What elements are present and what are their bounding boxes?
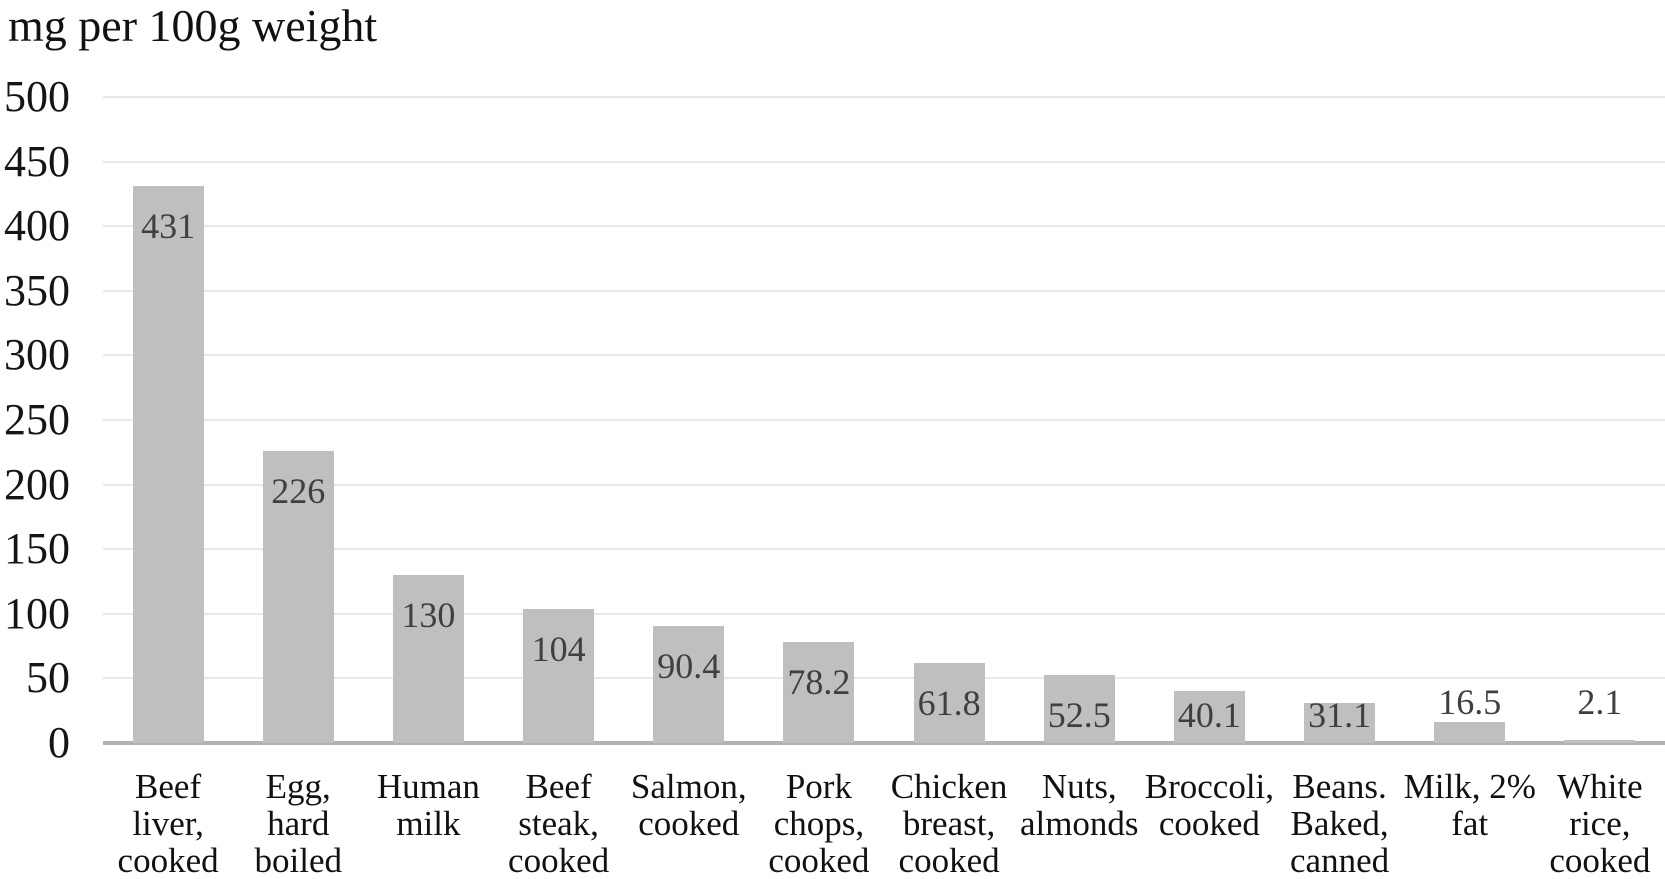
x-category-label: Egg, hard boiled bbox=[228, 768, 368, 879]
y-tick-label: 150 bbox=[4, 524, 70, 574]
bar-value-label: 104 bbox=[531, 629, 586, 669]
y-tick-label: 400 bbox=[4, 201, 70, 251]
x-axis-line bbox=[103, 741, 1665, 745]
y-tick-label: 500 bbox=[4, 72, 70, 121]
x-category-label-line: chops, bbox=[773, 804, 865, 843]
x-category-label-line: canned bbox=[1290, 841, 1390, 879]
x-category-label-line: fat bbox=[1451, 804, 1489, 843]
x-category-label-line: cooked bbox=[638, 804, 740, 843]
x-category-label: Salmon, cooked bbox=[619, 768, 759, 842]
x-category-label: Beef steak, cooked bbox=[489, 768, 629, 879]
x-category-label: Nuts, almonds bbox=[1009, 768, 1149, 842]
y-tick-label: 450 bbox=[4, 136, 70, 186]
bar-value-label: 40.1 bbox=[1177, 695, 1241, 735]
bar-value-label: 431 bbox=[141, 206, 196, 246]
bar-value-label: 226 bbox=[271, 471, 326, 511]
x-category-label-line: boiled bbox=[254, 841, 342, 879]
x-category-label-line: milk bbox=[396, 804, 461, 843]
x-category-label-line: cooked bbox=[1549, 841, 1651, 879]
bar bbox=[1304, 703, 1376, 743]
x-category-label: White rice, cooked bbox=[1530, 768, 1665, 879]
x-category-label-line: rice, bbox=[1569, 804, 1631, 843]
x-category-label-line: Broccoli, bbox=[1144, 767, 1275, 806]
x-category-label-line: White bbox=[1557, 767, 1643, 806]
y-gridline bbox=[103, 677, 1665, 680]
y-tick-label: 350 bbox=[4, 265, 70, 315]
x-category-label-line: cooked bbox=[898, 841, 1000, 879]
y-gridline bbox=[103, 96, 1665, 98]
x-category-label-line: Chicken bbox=[890, 767, 1008, 806]
bar-value-label: 2.1 bbox=[1577, 682, 1623, 722]
x-category-label-line: Nuts, bbox=[1041, 767, 1117, 806]
x-category-label-line: Beef bbox=[135, 767, 202, 806]
bar-value-label: 130 bbox=[401, 595, 456, 635]
x-category-label-line: hard bbox=[267, 804, 330, 843]
bar-value-label: 31.1 bbox=[1308, 695, 1372, 735]
y-tick-label: 50 bbox=[26, 653, 70, 703]
y-tick-label: 250 bbox=[4, 395, 70, 444]
x-category-label-line: steak, bbox=[518, 804, 599, 843]
bar-value-label: 52.5 bbox=[1047, 695, 1111, 735]
x-category-label-line: cooked bbox=[508, 841, 610, 879]
y-tick-label: 200 bbox=[4, 459, 70, 509]
x-category-label-line: cooked bbox=[1158, 804, 1260, 843]
y-gridline bbox=[103, 612, 1665, 615]
x-category-label-line: Beans. bbox=[1292, 767, 1387, 806]
bar-value-label: 78.2 bbox=[787, 662, 851, 702]
y-gridline bbox=[103, 419, 1665, 421]
x-category-label-line: Salmon, bbox=[630, 767, 747, 806]
bar bbox=[523, 609, 595, 743]
x-category-label: Chicken breast, cooked bbox=[879, 768, 1019, 879]
x-category-label: Beef liver, cooked bbox=[98, 768, 238, 879]
x-category-label-line: breast, bbox=[902, 804, 996, 843]
x-category-label: Milk, 2% fat bbox=[1400, 768, 1540, 842]
x-category-label: Human milk bbox=[358, 768, 498, 842]
x-category-label-line: cooked bbox=[768, 841, 870, 879]
x-category-label-line: Beef bbox=[525, 767, 592, 806]
bar bbox=[132, 186, 204, 743]
x-category-label-line: Pork bbox=[785, 767, 852, 806]
bar bbox=[1564, 740, 1636, 743]
y-gridline bbox=[103, 289, 1665, 292]
bar bbox=[653, 626, 725, 743]
y-tick-label: 300 bbox=[4, 330, 70, 380]
x-category-label-line: cooked bbox=[117, 841, 219, 879]
x-category-label-line: Milk, 2% bbox=[1403, 767, 1536, 806]
y-gridline bbox=[103, 548, 1665, 551]
bar-value-label: 61.8 bbox=[917, 683, 981, 723]
bar bbox=[262, 451, 334, 743]
x-category-label-line: Human bbox=[376, 767, 480, 806]
bar-value-label: 90.4 bbox=[657, 646, 721, 686]
y-tick-label: 100 bbox=[4, 588, 70, 638]
y-gridline bbox=[103, 354, 1665, 357]
y-gridline bbox=[103, 160, 1665, 163]
bar bbox=[783, 642, 855, 743]
bar bbox=[913, 663, 985, 743]
x-category-label-line: Baked, bbox=[1290, 804, 1389, 843]
y-gridline bbox=[103, 483, 1665, 486]
y-gridline bbox=[103, 225, 1665, 228]
x-category-label: Pork chops, cooked bbox=[749, 768, 889, 879]
bar bbox=[1173, 691, 1245, 743]
bar bbox=[392, 575, 464, 743]
x-category-label-line: liver, bbox=[132, 804, 204, 843]
bar-value-label: 16.5 bbox=[1438, 682, 1502, 722]
x-category-label-line: Egg, bbox=[265, 767, 331, 806]
x-category-label: Broccoli, cooked bbox=[1139, 768, 1279, 842]
y-tick-label: 0 bbox=[48, 718, 70, 767]
chart-title: mg per 100g weight bbox=[8, 0, 378, 51]
x-category-label: Beans. Baked, canned bbox=[1270, 768, 1410, 879]
bar bbox=[1434, 722, 1506, 743]
bar bbox=[1043, 675, 1115, 743]
x-category-label-line: almonds bbox=[1019, 804, 1139, 843]
